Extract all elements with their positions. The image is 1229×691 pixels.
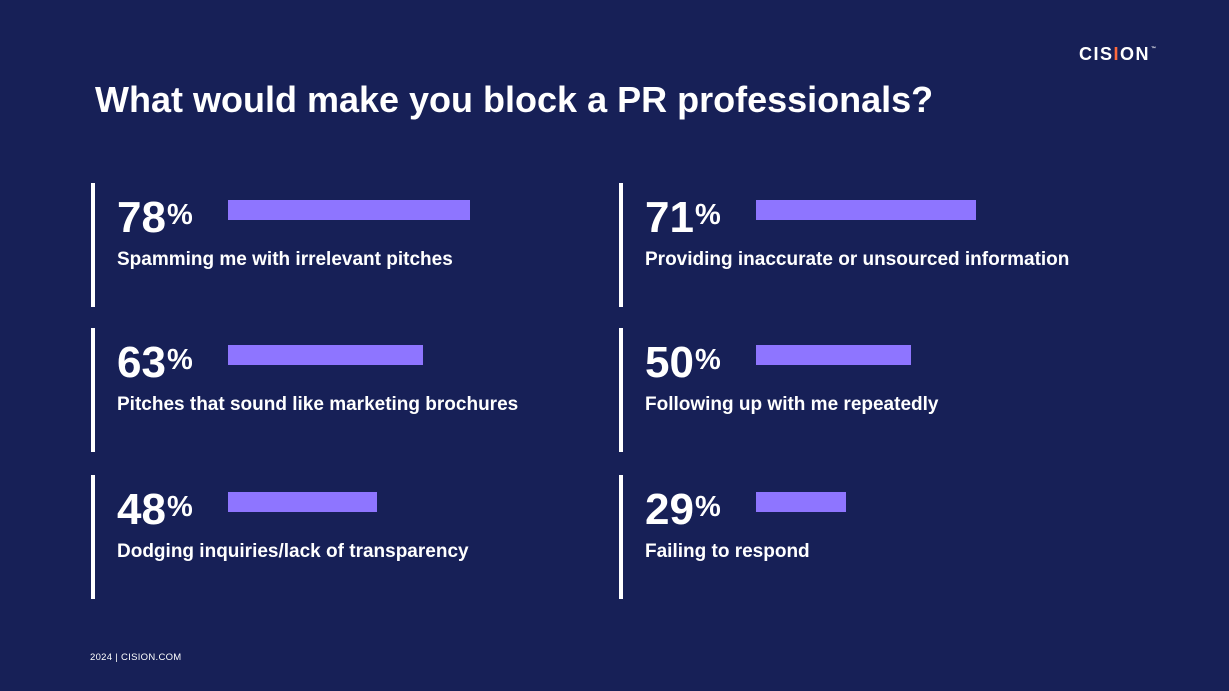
percent-sign: %	[166, 491, 193, 523]
percent-value: 78%	[117, 196, 193, 240]
category-label: Following up with me repeatedly	[645, 394, 939, 415]
divider-line	[91, 475, 95, 599]
stat-block: 50% Following up with me repeatedly	[619, 328, 1119, 452]
percent-sign: %	[166, 199, 193, 231]
category-label: Spamming me with irrelevant pitches	[117, 249, 453, 270]
category-label: Dodging inquiries/lack of transparency	[117, 541, 469, 562]
percent-number: 29	[645, 485, 694, 534]
divider-line	[91, 328, 95, 452]
percent-number: 78	[117, 193, 166, 242]
divider-line	[619, 183, 623, 307]
bar	[756, 200, 976, 220]
percent-value: 63%	[117, 341, 193, 385]
bar	[228, 345, 423, 365]
cision-logo: CISION™	[1079, 44, 1158, 64]
footer-text: 2024 | CISION.COM	[90, 652, 182, 663]
bar	[228, 492, 377, 512]
percent-sign: %	[694, 344, 721, 376]
chart-title: What would make you block a PR professio…	[95, 79, 934, 120]
percent-value: 29%	[645, 488, 721, 532]
category-label: Providing inaccurate or unsourced inform…	[645, 249, 1070, 270]
divider-line	[619, 328, 623, 452]
category-label: Failing to respond	[645, 541, 810, 562]
percent-value: 71%	[645, 196, 721, 240]
percent-value: 50%	[645, 341, 721, 385]
bar	[756, 492, 846, 512]
percent-sign: %	[694, 199, 721, 231]
stat-block: 48% Dodging inquiries/lack of transparenc…	[91, 475, 591, 599]
bar	[756, 345, 911, 365]
stat-block: 63% Pitches that sound like marketing bro…	[91, 328, 591, 452]
stat-block: 29% Failing to respond	[619, 475, 1119, 599]
bar	[228, 200, 470, 220]
percent-number: 50	[645, 338, 694, 387]
percent-sign: %	[694, 491, 721, 523]
percent-number: 71	[645, 193, 694, 242]
percent-value: 48%	[117, 488, 193, 532]
category-label: Pitches that sound like marketing brochu…	[117, 394, 519, 415]
divider-line	[91, 183, 95, 307]
percent-sign: %	[166, 344, 193, 376]
stat-block: 78% Spamming me with irrelevant pitches	[91, 183, 591, 307]
percent-number: 63	[117, 338, 166, 387]
divider-line	[619, 475, 623, 599]
percent-number: 48	[117, 485, 166, 534]
stat-block: 71% Providing inaccurate or unsourced inf…	[619, 183, 1119, 307]
